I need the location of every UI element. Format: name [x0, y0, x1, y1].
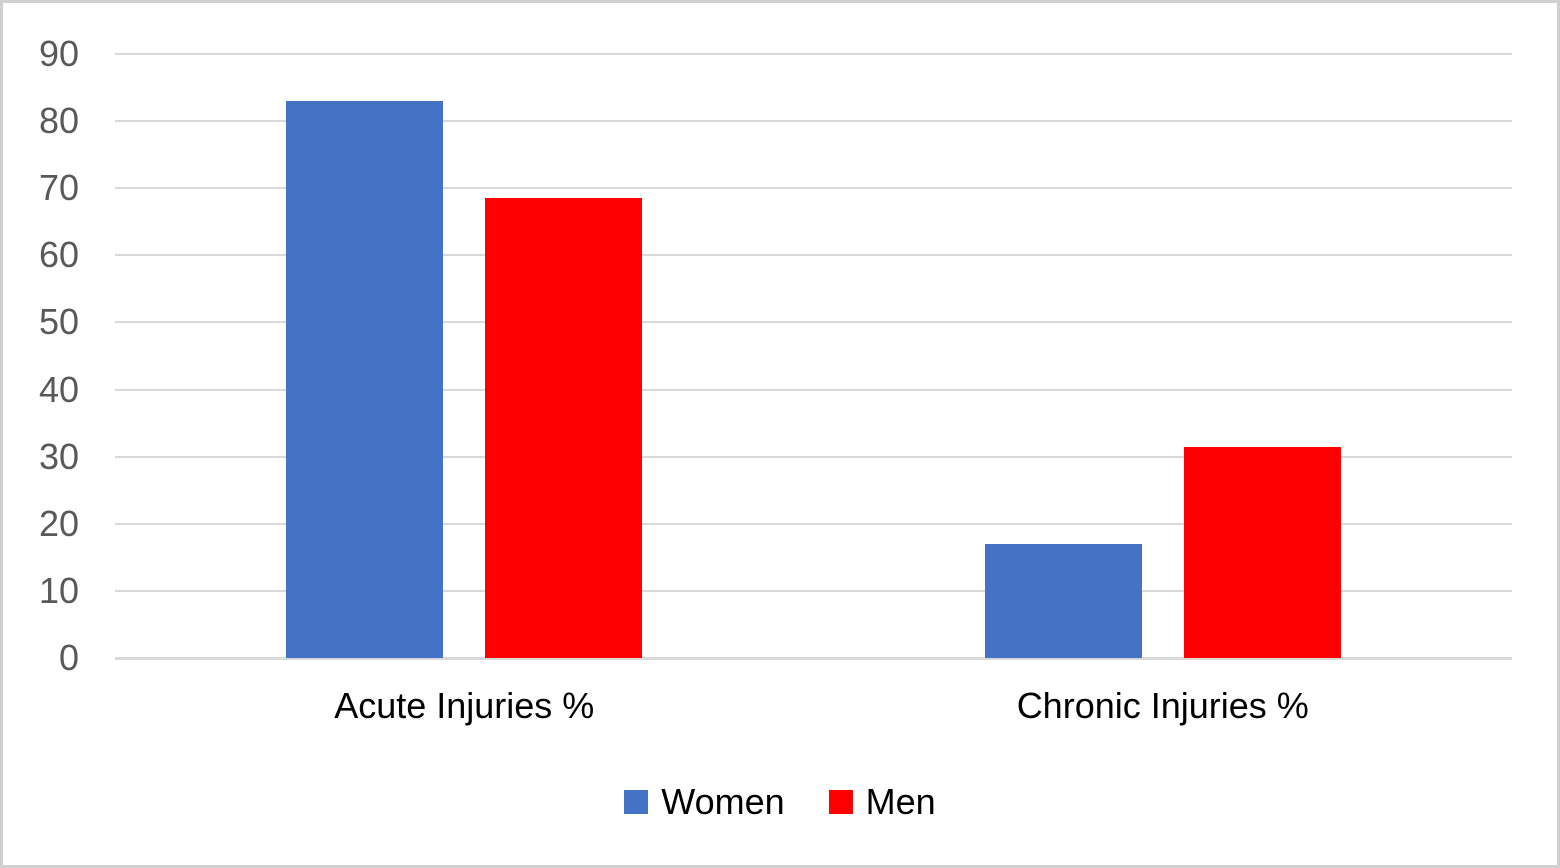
bar-women-acute-injuries: [286, 100, 444, 658]
gridline: [115, 455, 1512, 458]
legend: Women Men: [3, 784, 1557, 820]
x-axis-category-label: Acute Injuries %: [334, 685, 595, 726]
legend-item-men: Men: [828, 781, 936, 822]
gridline: [115, 120, 1512, 123]
y-axis-tick-label: 60: [38, 234, 79, 276]
y-axis-tick-label: 90: [38, 33, 79, 74]
y-axis-tick-label: 20: [38, 502, 79, 544]
y-axis-tick-label: 50: [38, 301, 79, 343]
gridline: [115, 187, 1512, 190]
legend-swatch-women: [624, 790, 649, 814]
legend-item-women: Women: [624, 781, 785, 822]
y-axis-tick-label: 40: [38, 368, 79, 410]
y-axis-tick-label: 10: [38, 569, 79, 611]
gridline: [115, 589, 1512, 592]
gridline: [115, 53, 1512, 55]
y-axis-tick-label: 0: [58, 637, 79, 678]
gridline: [115, 522, 1512, 525]
x-axis-category-label: Chronic Injuries %: [1016, 685, 1309, 726]
legend-label-men: Men: [865, 781, 936, 822]
y-axis-tick-label: 70: [38, 167, 79, 209]
bar-women-chronic-injuries: [984, 543, 1142, 658]
legend-label-women: Women: [661, 781, 785, 822]
x-axis-line: [115, 657, 1512, 660]
y-axis-tick-label: 80: [38, 100, 79, 142]
legend-swatch-men: [828, 790, 853, 814]
bar-men-chronic-injuries: [1183, 446, 1341, 658]
y-axis-tick-label: 30: [38, 435, 79, 477]
bar-men-acute-injuries: [485, 198, 643, 658]
gridline: [115, 254, 1512, 257]
gridline: [115, 388, 1512, 391]
plot-area: [115, 53, 1512, 660]
gridline: [115, 321, 1512, 324]
